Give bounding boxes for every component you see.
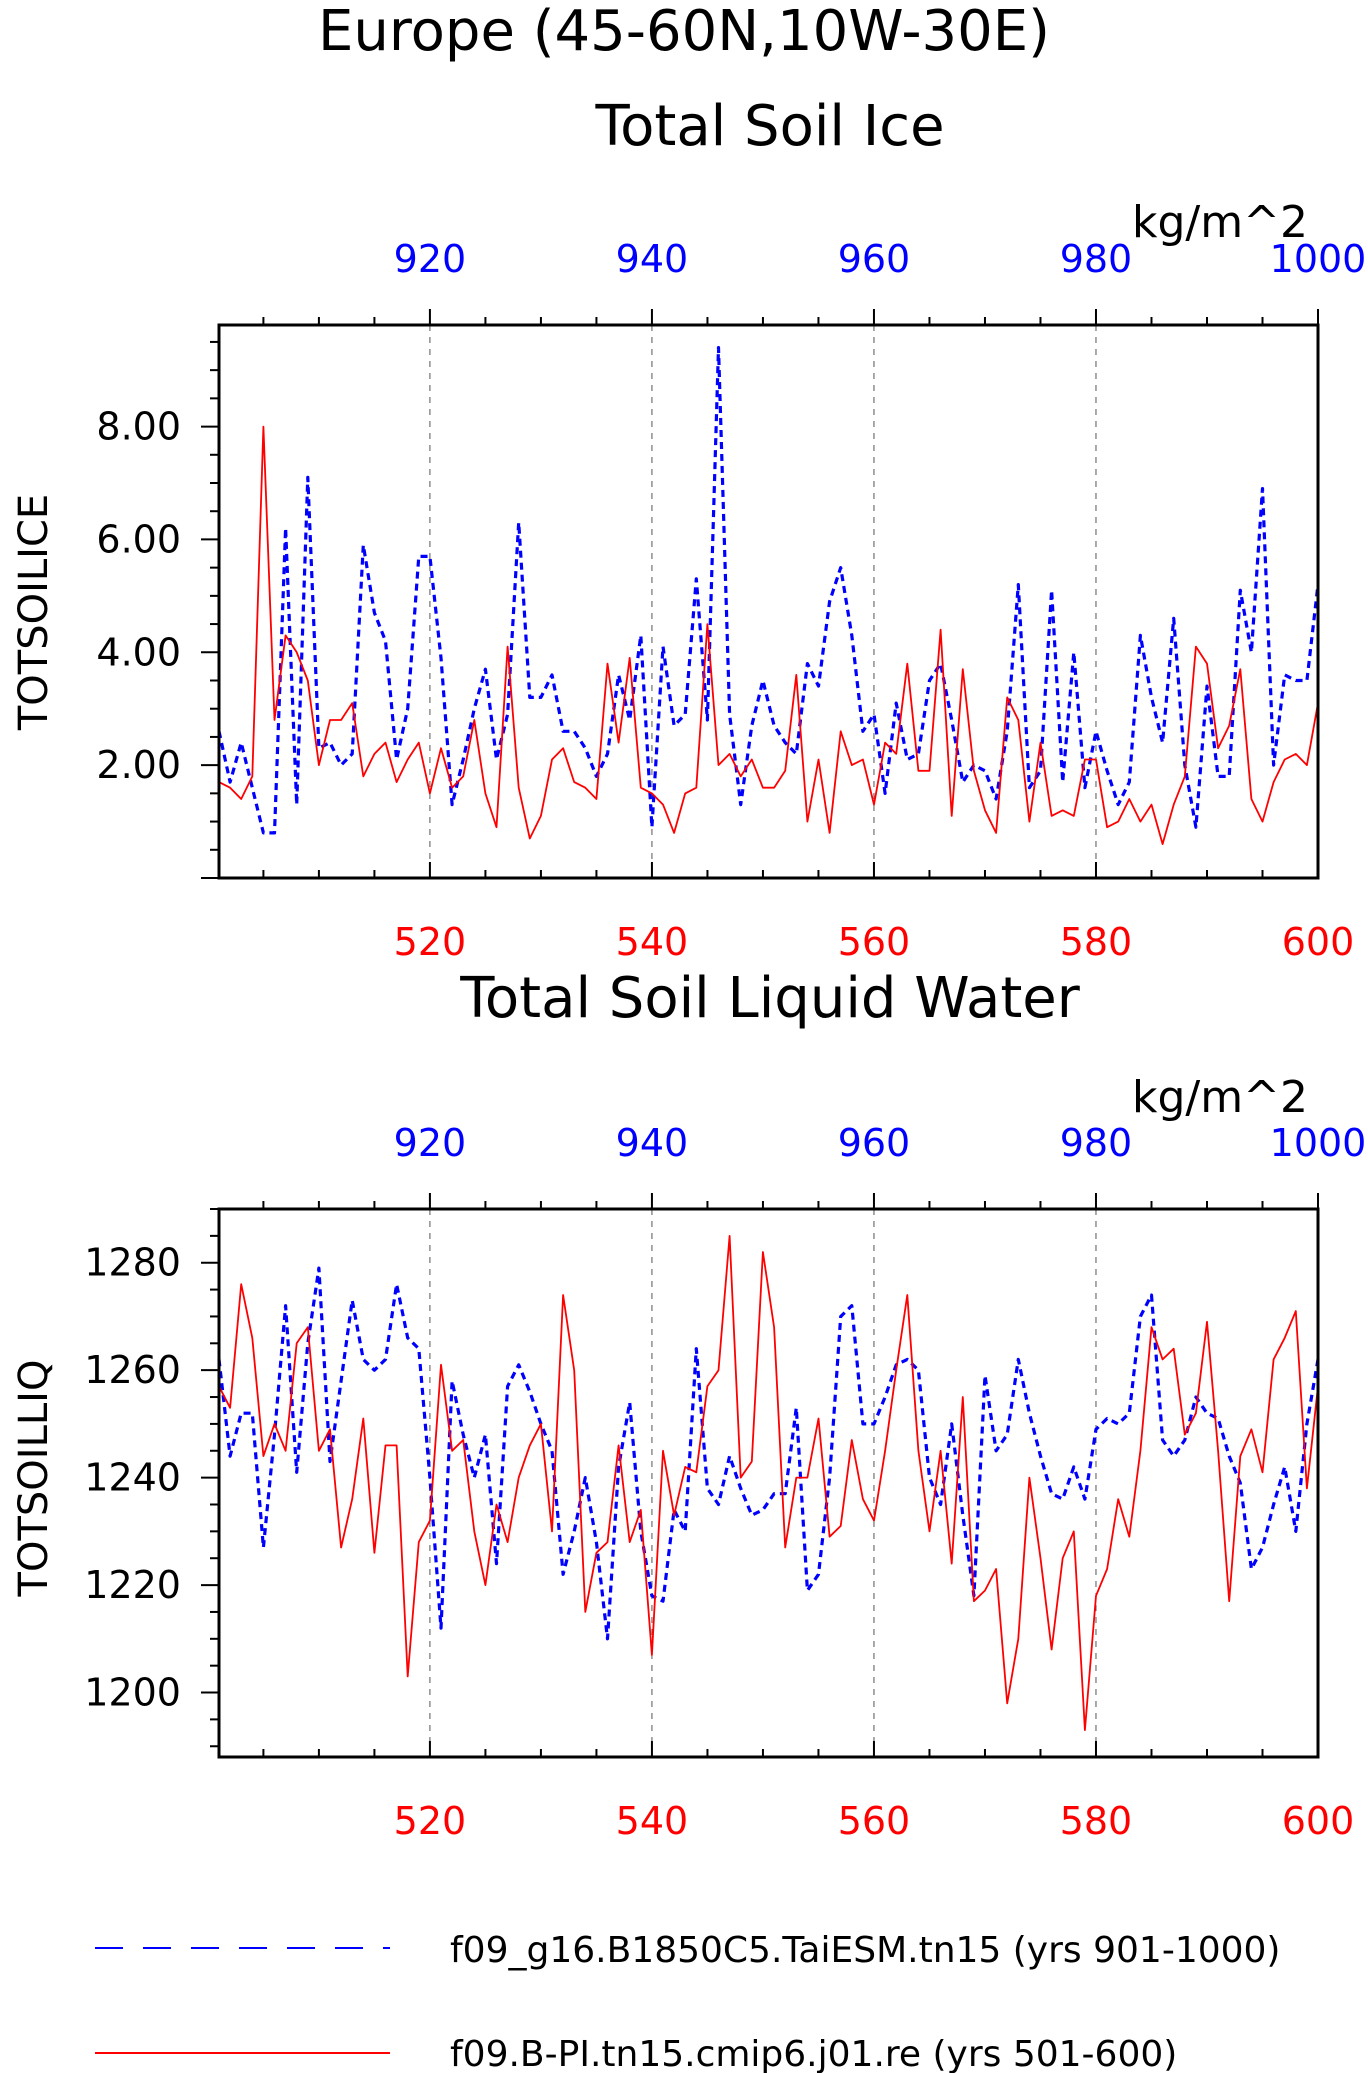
panel-title: Total Soil Liquid Water bbox=[459, 966, 1081, 1031]
y-tick-label: 6.00 bbox=[96, 517, 181, 561]
x-tick-label-top: 1000 bbox=[1270, 237, 1367, 281]
x-tick-label-bottom: 600 bbox=[1282, 1799, 1355, 1843]
y-tick-label: 8.00 bbox=[96, 405, 181, 449]
panel-total-soil-ice: Total Soil Ice kg/m^2 TOTSOILICE 520 540 5… bbox=[11, 94, 1366, 964]
x-tick-label-top: 1000 bbox=[1270, 1121, 1367, 1165]
x-tick-label-top: 980 bbox=[1060, 1121, 1133, 1165]
x-tick-label-bottom: 540 bbox=[616, 920, 689, 964]
figure-title: Europe (45-60N,10W-30E) bbox=[318, 0, 1050, 64]
y-tick-label: 1260 bbox=[84, 1348, 181, 1392]
series-line-blue bbox=[217, 346, 1320, 835]
x-tick-label-bottom: 560 bbox=[838, 920, 911, 964]
y-tick-label: 1200 bbox=[84, 1671, 181, 1715]
x-tick-label-bottom: 560 bbox=[838, 1799, 911, 1843]
series-line-red bbox=[218, 1235, 1319, 1731]
series-line-red bbox=[218, 425, 1319, 845]
y-tick-label: 1240 bbox=[84, 1456, 181, 1500]
x-tick-label-bottom: 580 bbox=[1060, 920, 1133, 964]
x-tick-label-top: 920 bbox=[394, 1121, 467, 1165]
units-label: kg/m^2 bbox=[1132, 197, 1308, 248]
plot-frame bbox=[217, 1207, 1320, 1759]
series-line-blue bbox=[217, 1266, 1320, 1641]
y-tick-label: 1220 bbox=[84, 1563, 181, 1607]
legend-label-red: f09.B-PI.tn15.cmip6.j01.re (yrs 501-600) bbox=[450, 2034, 1177, 2073]
x-tick-label-bottom: 520 bbox=[394, 920, 467, 964]
plot-frame bbox=[217, 323, 1320, 880]
y-tick-label: 4.00 bbox=[96, 630, 181, 674]
y-tick-label: 2.00 bbox=[96, 743, 181, 787]
legend: f09_g16.B1850C5.TaiESM.tn15 (yrs 901-100… bbox=[95, 1930, 1280, 2073]
x-tick-label-top: 960 bbox=[838, 1121, 911, 1165]
legend-label-blue: f09_g16.B1850C5.TaiESM.tn15 (yrs 901-100… bbox=[450, 1930, 1280, 1971]
panel-title: Total Soil Ice bbox=[594, 94, 944, 159]
x-tick-label-bottom: 540 bbox=[616, 1799, 689, 1843]
panel-total-soil-liquid-water: Total Soil Liquid Water kg/m^2 TOTSOILLI… bbox=[11, 966, 1366, 1843]
units-label: kg/m^2 bbox=[1132, 1072, 1308, 1123]
y-axis-label: TOTSOILICE bbox=[11, 494, 57, 731]
x-tick-label-top: 980 bbox=[1060, 237, 1133, 281]
x-tick-label-bottom: 580 bbox=[1060, 1799, 1133, 1843]
y-tick-label: 1280 bbox=[84, 1241, 181, 1285]
x-tick-label-top: 940 bbox=[616, 1121, 689, 1165]
x-tick-label-top: 920 bbox=[394, 237, 467, 281]
x-tick-label-bottom: 600 bbox=[1282, 920, 1355, 964]
y-axis-label: TOTSOILLIQ bbox=[11, 1360, 57, 1598]
x-tick-label-top: 940 bbox=[616, 237, 689, 281]
x-tick-label-top: 960 bbox=[838, 237, 911, 281]
x-tick-label-bottom: 520 bbox=[394, 1799, 467, 1843]
